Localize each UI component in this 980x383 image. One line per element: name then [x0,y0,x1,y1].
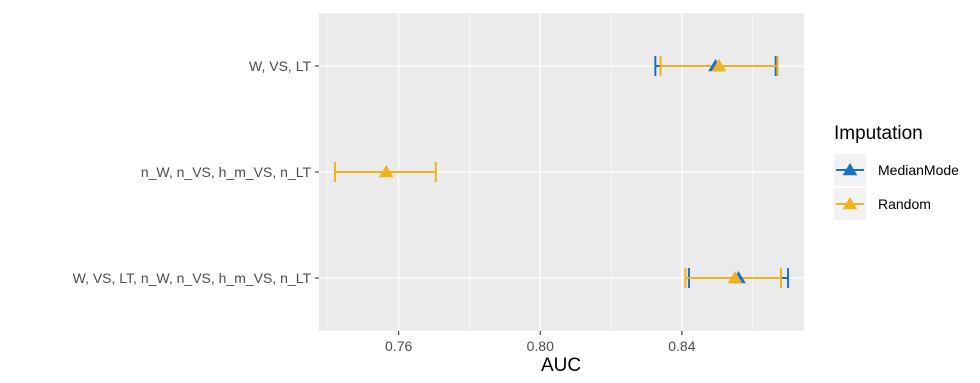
x-axis: 0.76 0.80 0.84 [385,331,696,354]
y-tick-label: W, VS, LT [249,58,311,74]
legend-label: Random [878,196,931,212]
x-tick-label: 0.84 [668,338,695,354]
data-point-triangle [727,271,743,284]
legend-key-marker [842,163,858,176]
y-axis: W, VS, LT n_W, n_VS, h_m_VS, n_LT W, VS, L… [73,58,319,286]
x-tick-label: 0.76 [385,338,412,354]
y-tick-label: n_W, n_VS, h_m_VS, n_LT [141,164,312,180]
legend-label: MedianMode [878,162,959,178]
legend: Imputation MedianMode Random [834,123,959,220]
data-points [378,59,746,284]
legend-title: Imputation [834,123,923,144]
data-point-triangle [711,59,727,72]
x-axis-title: AUC [541,355,581,376]
legend-key-marker [842,197,858,210]
y-tick-label: W, VS, LT, n_W, n_VS, h_m_VS, n_LT [73,270,312,286]
x-tick-label: 0.80 [527,338,554,354]
data-point-triangle [378,165,394,178]
